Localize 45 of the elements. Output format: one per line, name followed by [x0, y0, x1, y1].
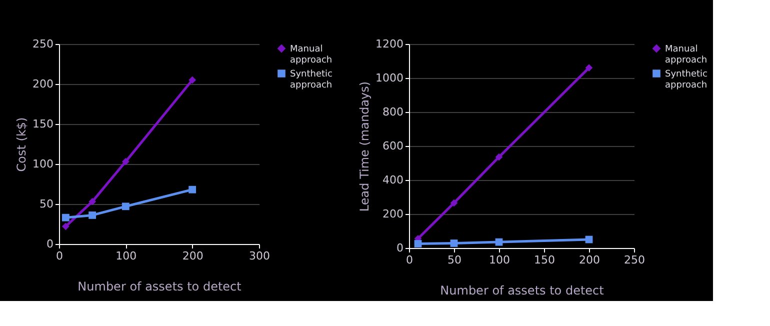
- point: [62, 214, 70, 222]
- legend-label: Synthetic approach: [290, 70, 333, 90]
- x-tick-label: 100: [489, 254, 510, 266]
- point: [88, 198, 96, 206]
- point: [414, 240, 422, 248]
- x-tick-label: 250: [624, 254, 645, 266]
- y-tick-label: 250: [32, 38, 54, 50]
- x-tick-label: 300: [249, 250, 270, 262]
- point: [495, 238, 503, 246]
- x-axis-title: Number of assets to detect: [440, 284, 604, 298]
- point: [188, 186, 196, 194]
- y-tick-label: 150: [32, 118, 54, 130]
- y-tick-label: 0: [46, 238, 54, 250]
- y-tick-label: 1200: [376, 38, 404, 50]
- legend-label: Manual approach: [290, 44, 332, 66]
- y-tick-label: 0: [396, 242, 404, 254]
- x-tick-label: 0: [406, 254, 413, 266]
- y-tick-label: 400: [382, 174, 404, 186]
- y-tick-label: 100: [32, 158, 54, 170]
- x-tick-label: 100: [116, 250, 137, 262]
- point: [585, 64, 593, 72]
- y-tick-label: 800: [382, 106, 404, 118]
- y-tick-label: 200: [32, 78, 54, 90]
- point: [450, 240, 458, 247]
- y-tick-label: 600: [382, 140, 404, 152]
- y-tick-label: 50: [40, 198, 54, 210]
- x-tick-label: 0: [56, 250, 63, 262]
- legend-label: Manual approach: [665, 44, 708, 66]
- legend-label: Synthetic approach: [665, 70, 708, 90]
- point: [88, 211, 96, 219]
- y-axis-title: Cost (k$): [14, 117, 29, 172]
- x-tick-label: 50: [448, 254, 462, 266]
- x-tick-label: 200: [182, 250, 204, 262]
- point: [450, 199, 458, 207]
- y-tick-label: 200: [382, 208, 404, 220]
- point: [122, 158, 130, 166]
- point: [62, 222, 70, 230]
- y-tick-label: 1000: [376, 72, 404, 84]
- x-tick-label: 200: [579, 254, 600, 266]
- point: [495, 153, 503, 161]
- point: [188, 76, 196, 84]
- y-axis-title: Lead Time (mandays): [358, 81, 372, 212]
- x-axis-title: Number of assets to detect: [78, 280, 242, 294]
- point: [122, 202, 130, 210]
- x-tick-label: 150: [534, 254, 555, 266]
